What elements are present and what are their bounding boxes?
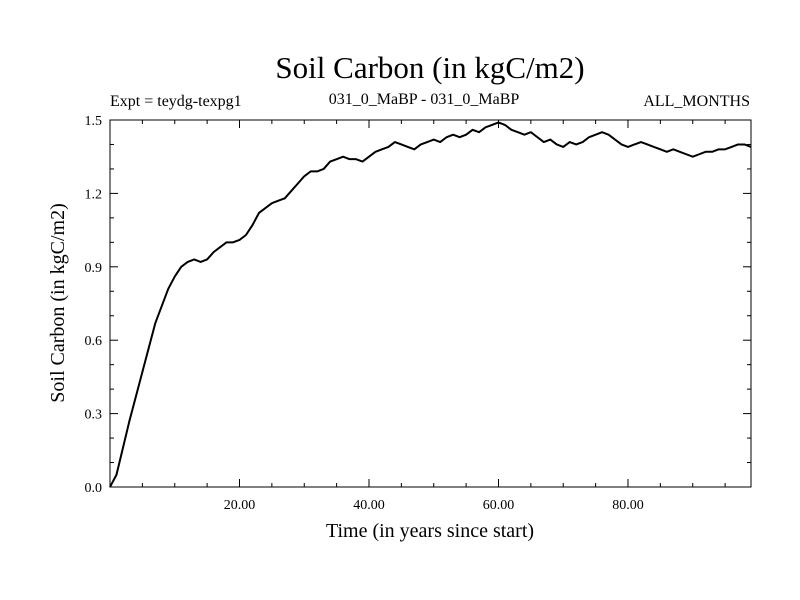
plot-frame	[109, 119, 752, 488]
y-axis-ticks: 0.0 0.3 0.6 0.9 1.2 1.5	[85, 114, 751, 496]
months-label: ALL_MONTHS	[643, 93, 750, 110]
soil-carbon-line	[109, 121, 752, 488]
x-tick-label: 60.00	[483, 498, 515, 513]
y-tick-label: 0.9	[85, 261, 103, 276]
y-tick-label: 0.3	[85, 408, 103, 423]
y-tick-label: 1.5	[85, 114, 103, 129]
x-tick-label: 40.00	[353, 498, 385, 513]
y-tick-label: 0.0	[85, 481, 103, 496]
y-axis-label: Soil Carbon (in kgC/m2)	[47, 203, 69, 402]
period-label: 031_0_MaBP - 031_0_MaBP	[329, 91, 520, 108]
x-tick-label: 20.00	[224, 498, 256, 513]
chart-title: Soil Carbon (in kgC/m2)	[275, 50, 584, 85]
x-tick-label: 80.00	[612, 498, 644, 513]
x-axis-label: Time (in years since start)	[326, 520, 534, 542]
y-tick-label: 0.6	[85, 334, 103, 349]
experiment-label: Expt = teydg-texpg1	[110, 93, 242, 110]
x-axis-ticks: 20.00 40.00 60.00 80.00	[141, 120, 726, 513]
y-tick-label: 1.2	[85, 187, 103, 202]
